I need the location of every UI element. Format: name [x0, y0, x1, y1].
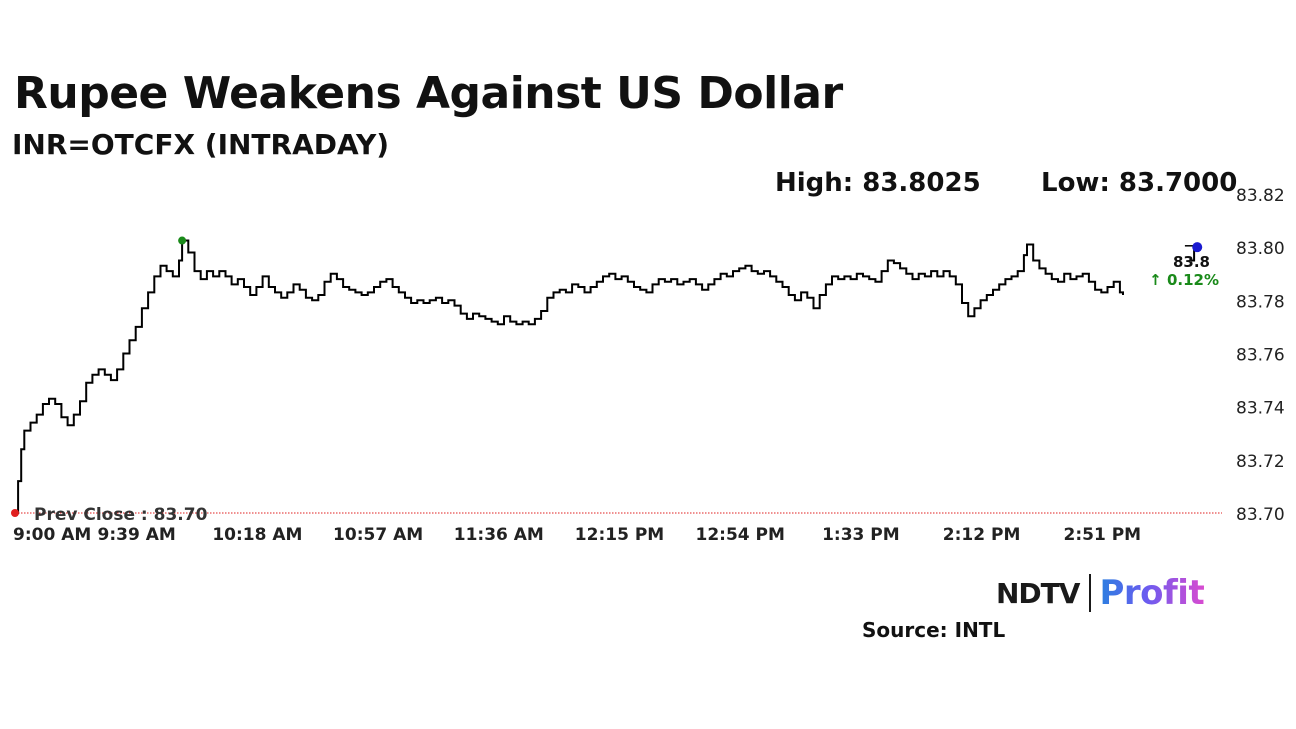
low-value: Low: 83.7000: [1041, 168, 1238, 198]
x-tick-label: 2:12 PM: [943, 525, 1021, 545]
y-tick-label: 83.74: [1236, 399, 1285, 419]
chart-subtitle: INR=OTCFX (INTRADAY): [12, 128, 390, 161]
start-marker: [11, 509, 19, 517]
x-tick-label: 9:39 AM: [98, 525, 176, 545]
x-tick-label: 11:36 AM: [454, 525, 544, 545]
high-marker: [178, 236, 187, 245]
x-tick-label: 12:15 PM: [575, 525, 664, 545]
prev-close-label: Prev Close : 83.70: [34, 505, 208, 525]
logo-ndtv-text: NDTV: [996, 576, 1080, 610]
x-tick-label: 1:33 PM: [822, 525, 900, 545]
y-tick-label: 83.80: [1236, 239, 1285, 259]
x-tick-label: 10:57 AM: [333, 525, 423, 545]
ndtv-profit-logo: NDTV Profit: [996, 572, 1205, 614]
x-tick-label: 9:00 AM: [13, 525, 91, 545]
source-label: Source: INTL: [862, 618, 1006, 642]
last-value-label: 83.8: [1173, 253, 1210, 271]
price-series-line: [15, 239, 1124, 514]
x-tick-label: 12:54 PM: [695, 525, 784, 545]
x-tick-label: 10:18 AM: [212, 525, 302, 545]
y-tick-label: 83.72: [1236, 452, 1285, 472]
change-percent-label: ↑ 0.12%: [1149, 271, 1219, 289]
last-value-marker: [1192, 242, 1203, 253]
high-value: High: 83.8025: [775, 168, 981, 198]
y-tick-label: 83.82: [1236, 186, 1285, 206]
y-tick-label: 83.70: [1236, 505, 1285, 525]
y-tick-label: 83.76: [1236, 346, 1285, 366]
logo-divider: [1089, 574, 1092, 612]
y-tick-label: 83.78: [1236, 292, 1285, 312]
x-tick-label: 2:51 PM: [1064, 525, 1142, 545]
logo-profit-text: Profit: [1099, 573, 1205, 613]
chart-title: Rupee Weakens Against US Dollar: [14, 68, 843, 119]
